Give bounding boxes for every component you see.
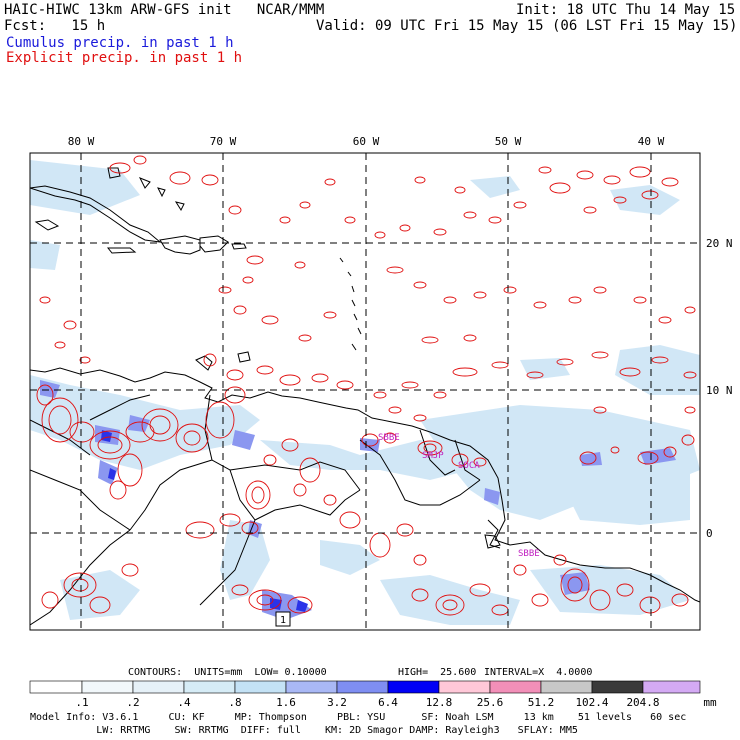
lon-label-70w: 70 W <box>210 135 237 148</box>
station-label: SOCA <box>458 461 480 471</box>
model-info-line2: LW: RRTMG SW: RRTMG DIFF: full KM: 2D Sm… <box>30 725 578 736</box>
colorbar-swatch <box>285 680 338 694</box>
lat-label-20n: 20 N <box>706 237 733 250</box>
colorbar-level: 51.2 <box>528 696 555 709</box>
colorbar-swatch <box>132 680 185 694</box>
marker-box <box>275 611 291 627</box>
explicit-legend: Explicit precip. in past 1 h <box>6 50 243 66</box>
lon-label-80w: 80 W <box>68 135 95 148</box>
station-label: SBBE <box>378 433 400 443</box>
lon-label-60w: 60 W <box>353 135 380 148</box>
lat-lon-grid <box>30 153 700 630</box>
colorbar-swatch <box>438 680 491 694</box>
colorbar-swatch <box>489 680 542 694</box>
model-info-line1: Model Info: V3.6.1 CU: KF MP: Thompson P… <box>30 712 687 723</box>
colorbar-level: 3.2 <box>327 696 347 709</box>
explicit-precip-contours <box>36 155 697 616</box>
station-label: SMJP <box>422 451 444 461</box>
colorbar-swatch <box>234 680 287 694</box>
valid-time: Valid: 09 UTC Fri 15 May 15 (06 LST Fri … <box>316 18 738 34</box>
cumulus-precip-shading <box>30 160 700 625</box>
colorbar-level: 1.6 <box>276 696 296 709</box>
colorbar-swatch <box>591 680 644 694</box>
lon-label-40w: 40 W <box>638 135 665 148</box>
colorbar-swatch <box>336 680 389 694</box>
colorbar-level: .2 <box>126 696 139 709</box>
colorbar-level: 102.4 <box>575 696 608 709</box>
lon-label-50w: 50 W <box>495 135 522 148</box>
station-label: SBBE <box>518 549 540 559</box>
colorbar-level: .8 <box>228 696 241 709</box>
colorbar-swatch <box>29 680 83 694</box>
colorbar-labels: .1 .2 .4 .8 1.6 3.2 6.4 12.8 25.6 51.2 1… <box>75 696 717 709</box>
colorbar-swatch <box>387 680 440 694</box>
map-frame <box>29 152 701 631</box>
colorbar-swatch <box>540 680 593 694</box>
contours-high: HIGH= 25.600 <box>398 667 477 678</box>
colorbar-level: 6.4 <box>378 696 398 709</box>
colorbar-swatch <box>183 680 236 694</box>
colorbar-level: .1 <box>75 696 88 709</box>
lat-label-0: 0 <box>706 527 713 540</box>
colorbar-swatch <box>642 680 701 694</box>
coastlines <box>30 167 700 626</box>
colorbar-swatch <box>81 680 134 694</box>
colorbar-units: mm <box>703 696 717 709</box>
lat-label-10n: 10 N <box>706 384 733 397</box>
contours-interval: INTERVAL=X 4.0000 <box>484 667 593 678</box>
colorbar-level: 204.8 <box>626 696 659 709</box>
colorbar-level: 12.8 <box>426 696 453 709</box>
colorbar-level: 25.6 <box>477 696 504 709</box>
chart-title: HAIC-HIWC 13km ARW-GFS init NCAR/MMM <box>4 2 325 18</box>
contours-units: CONTOURS: UNITS=mm LOW= 0.10000 <box>128 667 327 678</box>
cumulus-legend: Cumulus precip. in past 1 h <box>6 35 234 51</box>
forecast-hour: Fcst: 15 h <box>4 18 106 34</box>
colorbar-level: .4 <box>177 696 191 709</box>
marker-label: 1 <box>280 615 286 626</box>
init-time: Init: 18 UTC Thu 14 May 15 <box>516 2 736 18</box>
colorbar <box>29 680 701 694</box>
